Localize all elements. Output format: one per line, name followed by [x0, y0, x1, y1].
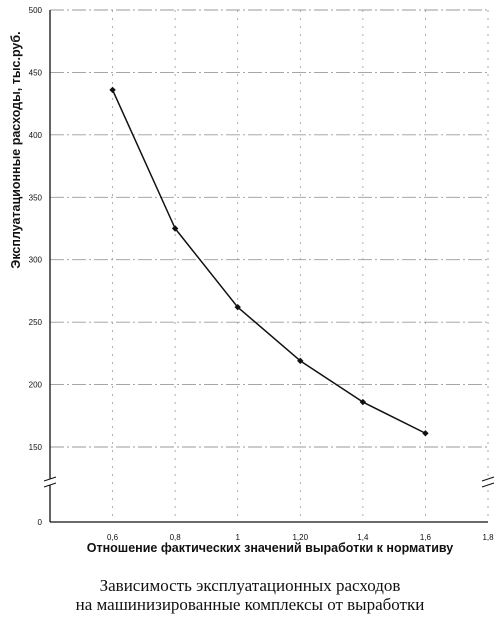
y-tick-label: 250 [29, 318, 43, 327]
x-tick-label: 1,20 [292, 533, 308, 542]
figure-caption-line-2: на машинизированные комплексы от выработ… [75, 595, 425, 614]
y-axis-label: Эксплуатационные расходы, тыс.руб. [9, 31, 23, 268]
figure-caption-line-1: Зависимость эксплуатационных расходов [99, 576, 401, 595]
x-tick-label: 0,6 [107, 533, 119, 542]
series-line-path [111, 89, 426, 434]
series-line [111, 89, 426, 434]
y-axis-break-mark [43, 476, 495, 488]
x-tick-label: 1,4 [357, 533, 369, 542]
x-axis-label: Отношение фактических значений выработки… [87, 541, 454, 555]
x-tick-labels: 0,6 0,8 1 1,20 1,4 1,6 1,8 [107, 533, 494, 542]
y-tick-labels: 0 150 200 250 300 350 400 450 500 [29, 6, 43, 527]
data-point [422, 430, 429, 437]
chart: 0 150 200 250 300 350 400 450 500 0,6 0,8 1 1,20 1,4… [9, 6, 495, 555]
data-point [234, 303, 241, 311]
data-point [297, 357, 304, 365]
x-tick-label: 1 [235, 533, 240, 542]
axes [43, 10, 495, 523]
y-tick-label: 400 [29, 131, 43, 140]
data-point [109, 86, 116, 94]
data-points [109, 86, 429, 437]
y-tick-label: 350 [29, 193, 43, 202]
y-tick-label: 200 [29, 381, 43, 390]
x-tick-label: 0,8 [170, 533, 182, 542]
y-tick-label: 450 [29, 68, 43, 77]
x-tick-label: 1,6 [420, 533, 432, 542]
y-tick-label: 150 [29, 443, 43, 452]
y-tick-label: 500 [29, 6, 43, 15]
y-tick-label: 300 [29, 256, 43, 265]
data-point [171, 225, 179, 232]
x-tick-label: 1,8 [482, 533, 494, 542]
y-tick-label: 0 [38, 518, 43, 527]
grid-lines [50, 9, 489, 522]
data-point [359, 398, 367, 406]
